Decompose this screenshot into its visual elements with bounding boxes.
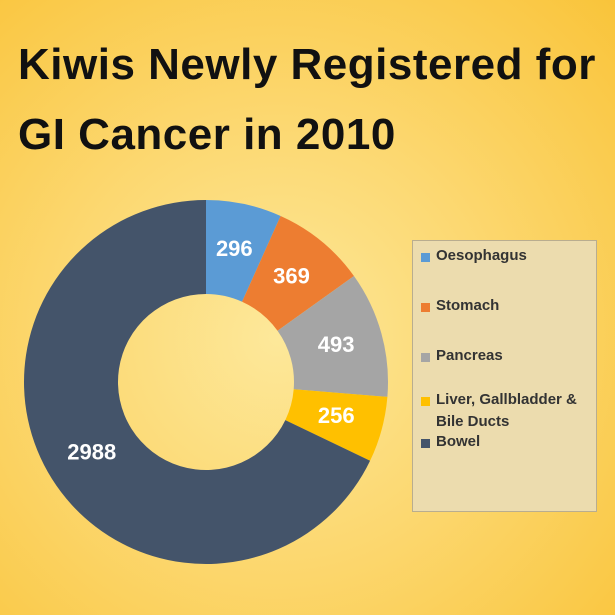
legend-item: Stomach	[421, 297, 590, 317]
donut-slice	[242, 216, 354, 331]
legend-item: Oesophagus	[421, 247, 590, 267]
legend-item: Pancreas	[421, 347, 590, 367]
legend-item: Bowel	[421, 433, 590, 453]
legend-label: Stomach	[436, 297, 500, 314]
chart-title: Kiwis Newly Registered for GI Cancer in …	[18, 40, 596, 159]
legend-label: Bowel	[436, 433, 481, 450]
legend-swatch	[421, 253, 430, 262]
legend-label: Pancreas	[436, 347, 503, 364]
data-label: 493	[318, 332, 355, 357]
legend-item: Liver, Gallbladder & Bile Ducts	[421, 391, 590, 433]
legend-swatch	[421, 353, 430, 362]
legend-label: Oesophagus	[436, 247, 527, 264]
legend: Oesophagus Stomach Pancreas Liver, Gallblad…	[412, 240, 597, 512]
legend-label: Liver, Gallbladder & Bile Ducts	[436, 391, 577, 430]
legend-swatch	[421, 303, 430, 312]
legend-swatch	[421, 397, 430, 406]
data-label: 2988	[67, 440, 116, 465]
donut-slice	[277, 276, 388, 397]
donut-slice	[285, 389, 388, 461]
donut-slice	[206, 200, 281, 302]
legend-swatch	[421, 439, 430, 448]
data-label: 369	[273, 263, 310, 288]
donut-slice	[24, 200, 371, 564]
data-label: 256	[318, 403, 355, 428]
data-label: 296	[216, 236, 253, 261]
